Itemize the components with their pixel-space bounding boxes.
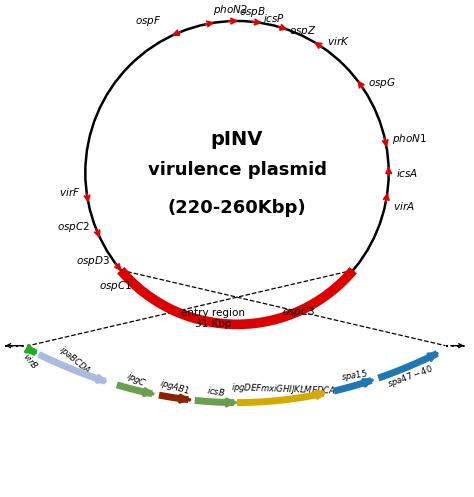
Text: $\it{ipgAB1}$: $\it{ipgAB1}$ — [158, 377, 191, 398]
Text: $\it{icsB}$: $\it{icsB}$ — [206, 385, 226, 399]
Text: (220-260Kbp): (220-260Kbp) — [168, 199, 306, 217]
Text: pINV: pINV — [211, 130, 263, 149]
Text: entry region
31 Kbp: entry region 31 Kbp — [181, 308, 246, 330]
Text: $\it{spa15}$: $\it{spa15}$ — [340, 367, 368, 384]
Text: $\it{ipgC}$: $\it{ipgC}$ — [124, 369, 148, 390]
Text: $\it{ospC3}$: $\it{ospC3}$ — [282, 305, 315, 319]
Text: $\it{icsA}$: $\it{icsA}$ — [396, 166, 418, 178]
Text: $\it{virF}$: $\it{virF}$ — [59, 186, 80, 198]
Text: $\it{phoN1}$: $\it{phoN1}$ — [392, 132, 428, 146]
Text: $\it{ospD3}$: $\it{ospD3}$ — [76, 254, 110, 268]
Text: $\it{ospC2}$: $\it{ospC2}$ — [57, 220, 90, 234]
Text: virulence plasmid: virulence plasmid — [147, 162, 327, 179]
Text: $\it{spa47-40}$: $\it{spa47-40}$ — [385, 362, 435, 391]
Text: $\it{virK}$: $\it{virK}$ — [327, 35, 349, 47]
Text: $\it{ospF}$: $\it{ospF}$ — [135, 14, 161, 28]
Text: $\it{virB}$: $\it{virB}$ — [21, 351, 41, 372]
Text: $\it{ipgDEF mxiGHIJKLMEDCA}$: $\it{ipgDEF mxiGHIJKLMEDCA}$ — [231, 381, 336, 398]
Text: $\it{ospZ}$: $\it{ospZ}$ — [289, 24, 316, 38]
Text: $\it{ipaBCDA}$: $\it{ipaBCDA}$ — [56, 342, 93, 377]
Text: $\it{virA}$: $\it{virA}$ — [393, 200, 415, 212]
Text: $\it{ospG}$: $\it{ospG}$ — [368, 77, 396, 90]
Text: $\it{icsP}$: $\it{icsP}$ — [263, 12, 285, 24]
Text: $\it{ospC1}$: $\it{ospC1}$ — [99, 279, 132, 294]
Text: $\it{phoN2}$: $\it{phoN2}$ — [213, 2, 247, 16]
Text: $\it{ospB}$: $\it{ospB}$ — [239, 5, 266, 19]
